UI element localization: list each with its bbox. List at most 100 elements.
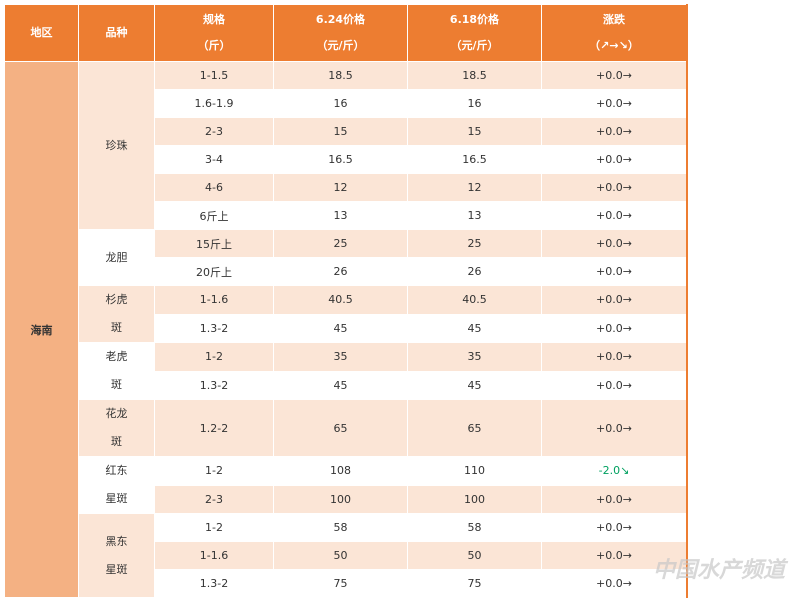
data-cell: 58 (407, 513, 542, 542)
data-cell: 65 (407, 399, 542, 457)
cell-line: 斑 (111, 321, 122, 334)
data-cell: 40.5 (273, 285, 408, 315)
data-cell: 50 (407, 541, 542, 570)
cell-line: 珍珠 (105, 138, 128, 152)
data-cell: 12 (273, 173, 408, 202)
data-cell: 40.5 (407, 285, 542, 315)
data-cell: 1-1.6 (154, 285, 274, 315)
data-cell: 1.6-1.9 (154, 89, 274, 118)
table-row: 龙胆 15斤上 25 25 +0.0→ (5, 229, 688, 286)
data-cell: 1-2 (154, 342, 274, 372)
data-cell: 110 (407, 456, 542, 486)
cell-line: 品种 (105, 26, 128, 39)
species-cell: 花龙斑 (78, 399, 155, 457)
data-cell: 2-3 (154, 484, 274, 514)
data-cell: +0.0→ (541, 257, 688, 286)
data-cell: 16 (407, 89, 542, 118)
data-cell: 13 (407, 201, 542, 230)
data-cell: +0.0→ (541, 229, 688, 258)
data-cell: 1.2-2 (154, 399, 274, 457)
data-cell: 45 (407, 313, 542, 343)
data-cell: +0.0→ (541, 117, 688, 146)
table-row: 1.3-2 45 45 +0.0→ (5, 370, 688, 400)
data-cell: 26 (407, 257, 542, 286)
species-cell: 老虎斑 (78, 342, 155, 400)
data-cell: 15斤上 (154, 229, 274, 258)
cell-line: 6.18价格 (449, 13, 500, 26)
species-cell: 龙胆 (78, 229, 155, 286)
data-cell: 75 (407, 569, 542, 598)
data-cell: 1-2 (154, 456, 274, 486)
data-cell: 75 (273, 569, 408, 598)
table-row: 1.6-1.9 16 16 +0.0→ (5, 89, 688, 118)
data-cell: 3-4 (154, 145, 274, 174)
data-cell: 25 (407, 229, 542, 258)
cell-line: 红东 (105, 464, 128, 477)
cell-line: （斤） (197, 39, 231, 52)
cell-line: （↗→↘） (589, 39, 639, 52)
cell-line: 规格 (203, 13, 225, 26)
data-cell: 16.5 (407, 145, 542, 174)
cell-line: 斑 (111, 378, 122, 391)
data-cell: 1.3-2 (154, 313, 274, 343)
header-cell: 品种 (78, 4, 155, 62)
cell-line: 地区 (30, 26, 53, 39)
watermark: 中国水产频道 (652, 558, 785, 583)
data-cell: +0.0→ (541, 513, 688, 542)
data-cell: -2.0↘ (541, 456, 688, 486)
data-cell: 45 (273, 370, 408, 400)
data-cell: 1-1.5 (154, 61, 274, 90)
cell-line: 6.24价格 (315, 13, 366, 26)
header-row: 地区 品种 规格 （斤） 6.24价格 （元/斤） 6.18价格 （元/斤） 涨跌 （↗→↘） (4, 4, 688, 62)
data-cell: 6斤上 (154, 201, 274, 230)
table-row: 1-1.6 50 50 +0.0→ (5, 541, 688, 570)
data-cell: 12 (407, 173, 542, 202)
data-cell: 65 (273, 399, 408, 457)
table-row: 花龙斑 1.2-2 65 65 +0.0→ (5, 399, 688, 457)
table-row: 2-3 15 15 +0.0→ (5, 117, 688, 146)
table-row: 4-6 12 12 +0.0→ (5, 173, 688, 202)
cell-line: （元/斤） (450, 39, 499, 52)
header-cell: 6.24价格 （元/斤） (273, 4, 408, 62)
data-cell: 100 (407, 484, 542, 514)
cell-line: 杉虎 (105, 293, 128, 306)
data-cell: +0.0→ (541, 201, 688, 230)
data-cell: +0.0→ (541, 370, 688, 400)
data-cell: 15 (273, 117, 408, 146)
table-row: 老虎斑 1-2 35 35 +0.0→ (5, 342, 688, 400)
data-cell: +0.0→ (541, 342, 688, 372)
cell-line: （元/斤） (316, 39, 365, 52)
data-cell: 18.5 (407, 61, 542, 90)
data-cell: 100 (273, 484, 408, 514)
data-cell: +0.0→ (541, 145, 688, 174)
table-row: 20斤上 26 26 +0.0→ (5, 257, 688, 286)
data-cell: 1-1.6 (154, 541, 274, 570)
table-row: 1.3-2 45 45 +0.0→ (5, 313, 688, 343)
data-cell: +0.0→ (541, 484, 688, 514)
data-cell: 35 (273, 342, 408, 372)
data-cell: 1.3-2 (154, 370, 274, 400)
data-cell: 35 (407, 342, 542, 372)
cell-line: 涨跌 (603, 13, 625, 26)
data-cell: 18.5 (273, 61, 408, 90)
data-cell: 26 (273, 257, 408, 286)
species-cell: 杉虎斑 (78, 285, 155, 343)
region-cell: 海南 (4, 61, 79, 598)
data-cell: 45 (273, 313, 408, 343)
table-row: 杉虎斑 1-1.6 40.5 40.5 +0.0→ (5, 285, 688, 343)
data-cell: 50 (273, 541, 408, 570)
data-cell: 45 (407, 370, 542, 400)
species-cell: 珍珠 (78, 61, 155, 230)
data-cell: +0.0→ (541, 173, 688, 202)
cell-line: 龙胆 (105, 250, 128, 264)
data-cell: 16.5 (273, 145, 408, 174)
cell-line: 老虎 (105, 350, 128, 363)
data-cell: 25 (273, 229, 408, 258)
table-row: 海南 珍珠 1-1.5 18.5 18.5 +0.0→ (4, 61, 688, 598)
data-cell: 15 (407, 117, 542, 146)
data-cell: +0.0→ (541, 399, 688, 457)
data-cell: 13 (273, 201, 408, 230)
header-cell: 规格 （斤） (154, 4, 274, 62)
data-cell: 4-6 (154, 173, 274, 202)
